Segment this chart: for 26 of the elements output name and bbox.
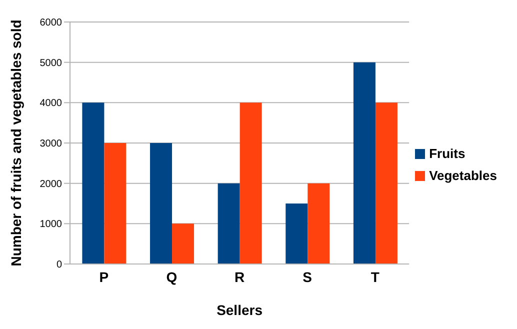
bar: [150, 143, 172, 264]
legend-label: Vegetables: [429, 168, 497, 182]
bar: [240, 102, 262, 264]
x-tick-label: R: [234, 268, 245, 285]
x-tick-label: P: [99, 268, 109, 285]
bar: [172, 224, 194, 264]
bar: [308, 183, 330, 264]
bar: [104, 143, 126, 264]
bar: [82, 102, 104, 264]
bar: [286, 204, 308, 264]
x-tick-label: S: [302, 268, 312, 285]
y-tick-label: 5000: [40, 58, 62, 69]
y-axis-title: Number of fruits and vegetables sold: [8, 20, 24, 266]
y-tick-label: 4000: [40, 98, 62, 110]
x-tick-label: T: [370, 268, 380, 285]
bar: [218, 183, 240, 264]
y-tick-label: 2000: [40, 178, 62, 190]
y-tick-label: 6000: [40, 18, 62, 29]
legend-label: Fruits: [429, 146, 466, 160]
bar: [353, 62, 376, 264]
y-tick-label: 0: [56, 260, 62, 271]
y-tick-label: 1000: [40, 219, 62, 230]
x-axis-title: Sellers: [216, 302, 263, 318]
y-tick-label: 3000: [40, 138, 62, 150]
bar: [375, 102, 398, 264]
x-tick-label: Q: [166, 268, 178, 285]
